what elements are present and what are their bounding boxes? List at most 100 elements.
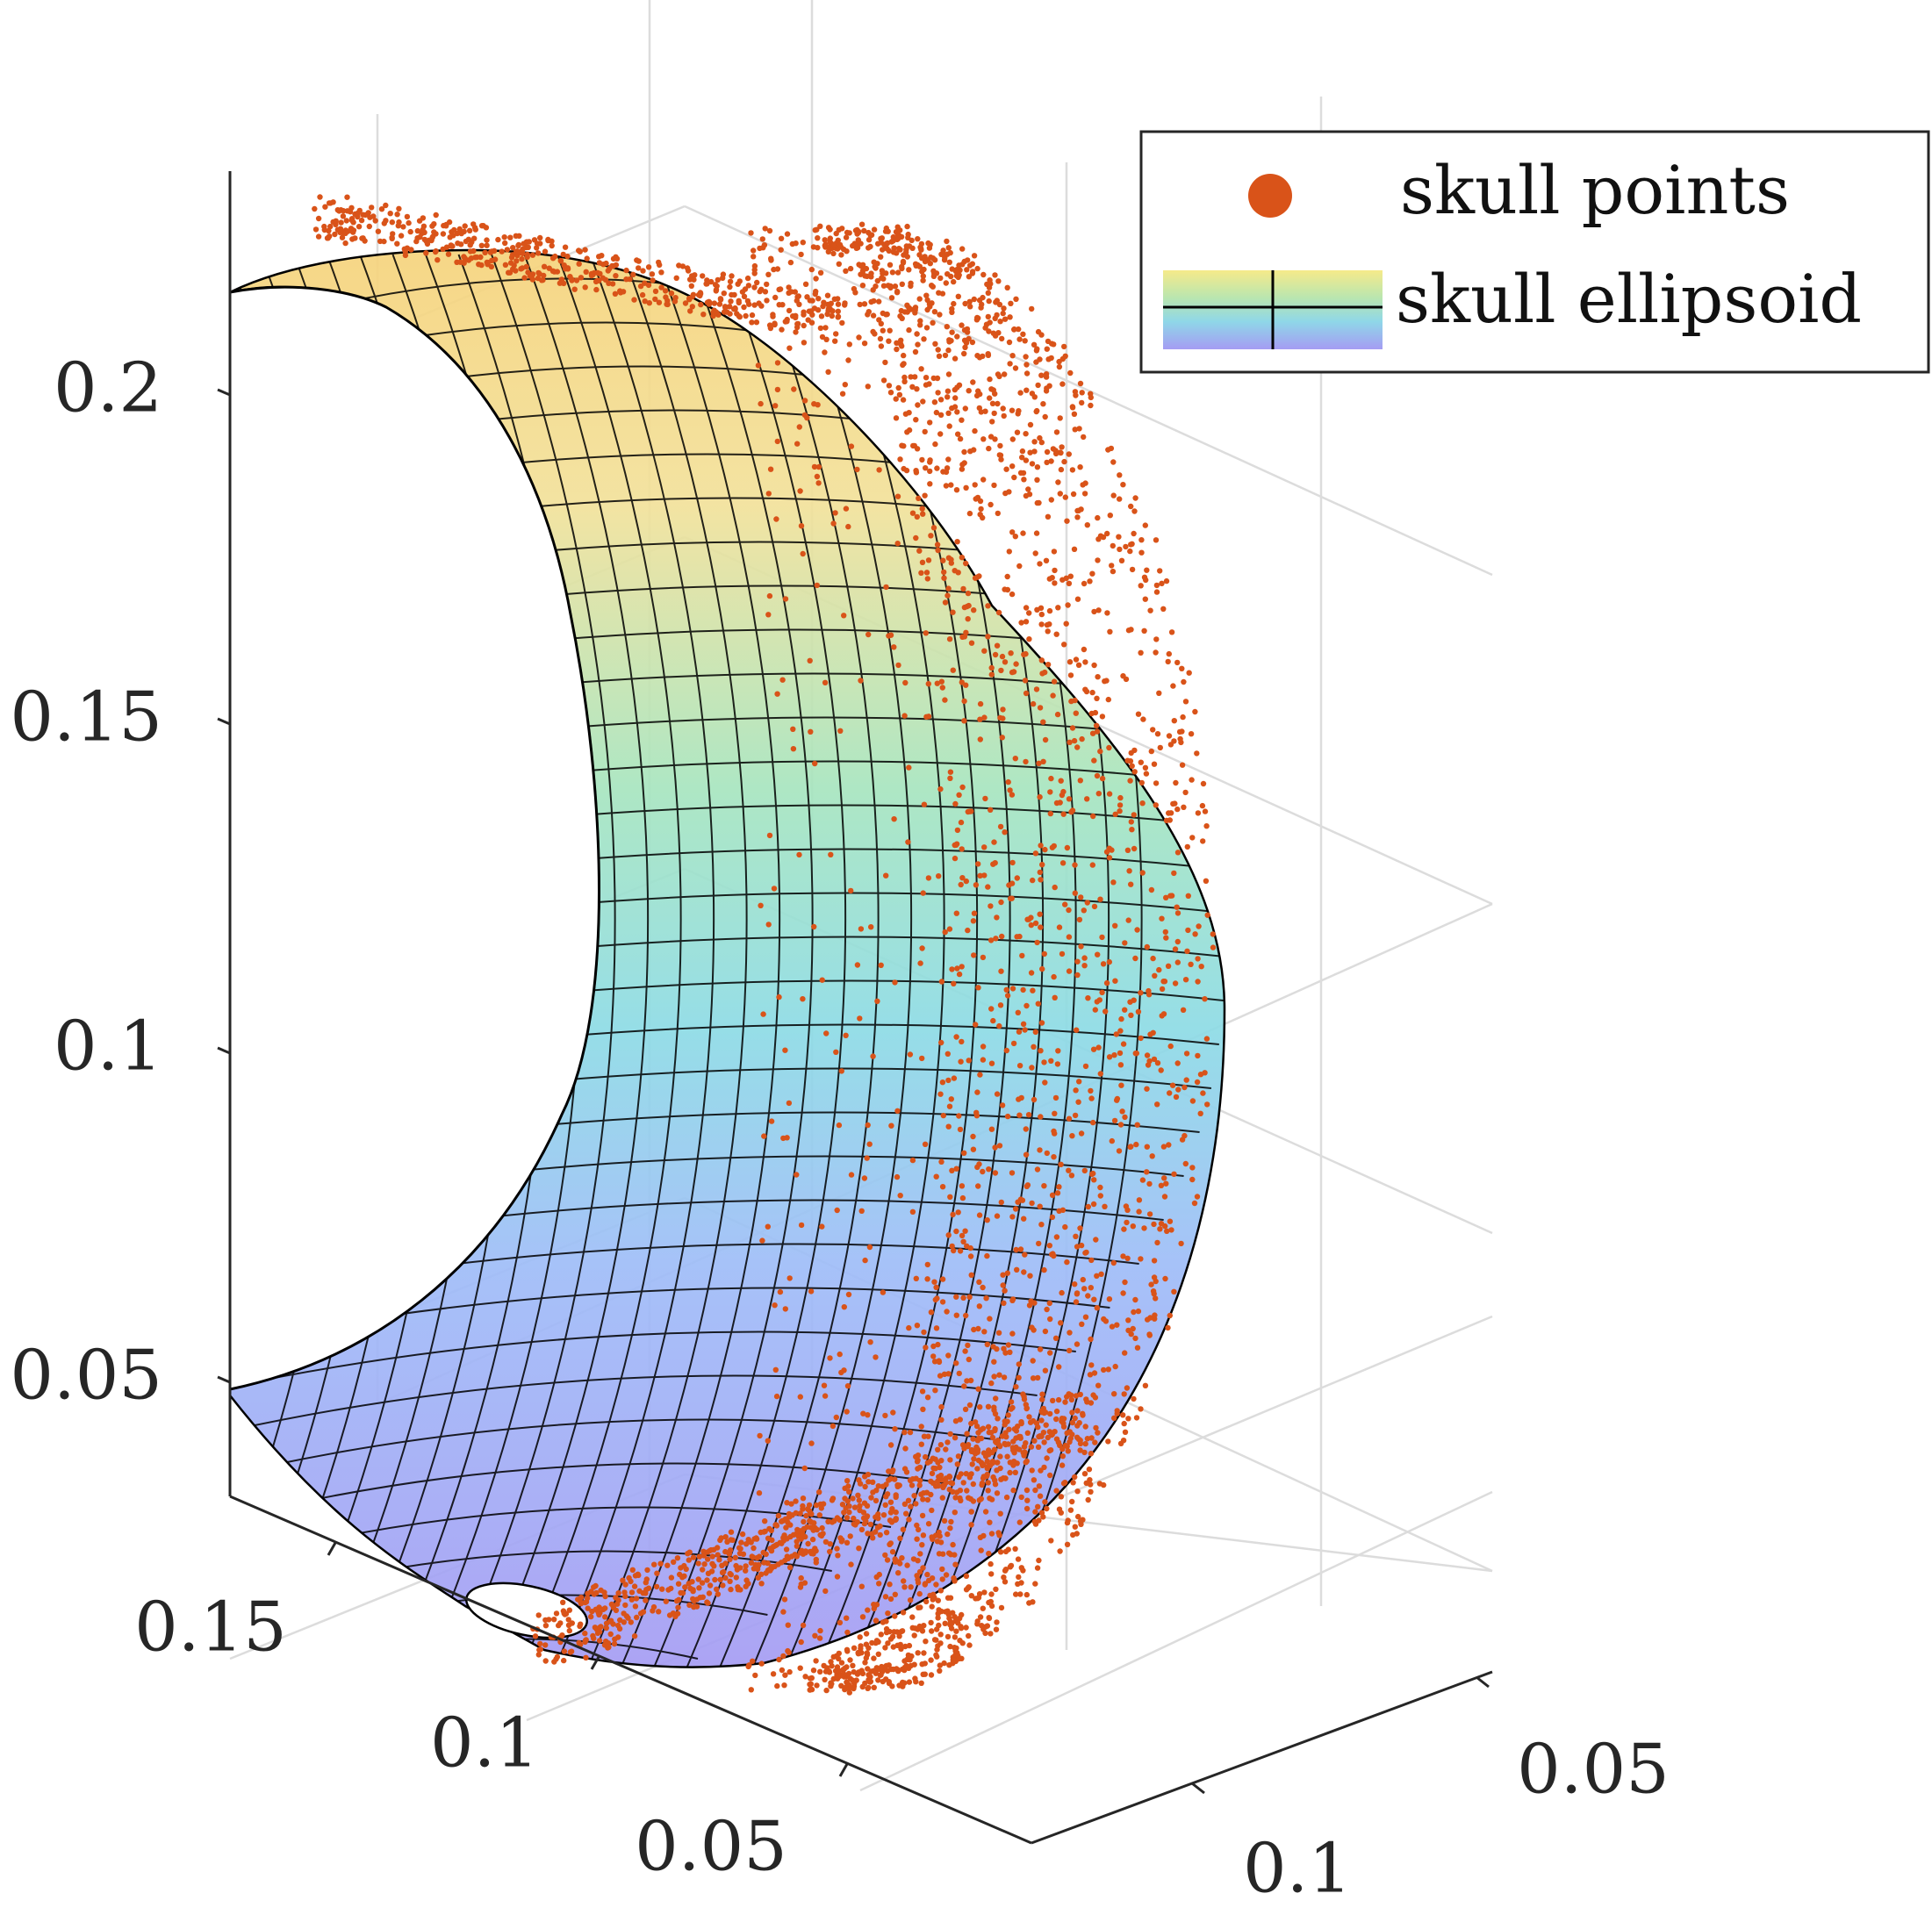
skull-point [1079,735,1085,742]
skull-point [966,1642,973,1648]
skull-point [744,275,751,282]
z-tick-label: 0.2 [54,349,162,428]
skull-point [961,718,967,724]
skull-point [772,1302,778,1309]
surface-mesh-line [587,254,748,1668]
skull-point [542,1623,549,1629]
skull-point [1210,944,1217,950]
skull-point [844,1539,851,1546]
skull-point [981,1329,988,1335]
skull-point [1194,750,1200,757]
skull-point [1044,621,1051,628]
skull-point [949,305,955,312]
skull-point [552,253,558,260]
skull-point [1085,995,1091,1001]
skull-point [1014,1266,1020,1273]
skull-point [923,1598,930,1605]
skull-point [1091,1296,1097,1302]
skull-point [360,212,366,218]
skull-point [1087,578,1093,585]
skull-point [1093,722,1100,728]
skull-point [671,1559,677,1566]
skull-point [1106,791,1113,797]
skull-point [1014,875,1021,881]
skull-point [966,510,973,517]
skull-point [1134,1345,1141,1351]
skull-point [743,1567,749,1574]
skull-point [1038,1222,1045,1228]
skull-point [887,390,894,396]
skull-point [1073,392,1079,398]
skull-point [798,1639,804,1646]
skull-point [898,343,905,349]
skull-point [906,1642,913,1649]
skull-point [462,255,468,262]
skull-point [909,1209,916,1216]
skull-point [822,1588,829,1595]
skull-point [950,667,957,673]
skull-point [1122,1350,1128,1356]
skull-point [1185,927,1191,934]
skull-point [1163,935,1169,941]
skull-point [995,400,1001,407]
skull-point [848,1561,854,1567]
skull-point [1039,671,1045,677]
skull-point [922,1671,929,1677]
skull-point [844,1478,851,1484]
skull-point [1066,580,1073,586]
skull-point [769,1537,775,1544]
skull-point [758,1660,765,1667]
skull-point [975,1595,982,1601]
skull-point [1159,580,1165,586]
skull-point [1053,1436,1060,1442]
skull-point [768,1527,774,1534]
skull-point [772,294,779,301]
skull-point [1057,491,1064,497]
skull-point [1088,1435,1095,1441]
skull-point [1029,391,1036,397]
skull-point [989,1434,996,1441]
skull-point [996,301,1003,308]
skull-point [909,1157,916,1164]
skull-point [1029,461,1036,467]
skull-point [978,506,984,513]
skull-point [879,1663,885,1670]
skull-point [946,339,952,345]
skull-point [851,1504,858,1510]
skull-point [1174,659,1181,666]
skull-point [865,384,871,390]
skull-point [1010,1438,1016,1445]
skull-point [1116,1148,1123,1154]
skull-point [928,1619,934,1626]
skull-point [1166,810,1172,816]
skull-point [1139,870,1146,876]
skull-point [825,225,832,231]
skull-point [1019,455,1025,461]
skull-point [882,1502,888,1509]
skull-point [901,1584,908,1590]
skull-point [1006,882,1012,888]
skull-point [749,319,755,326]
skull-point [839,391,846,397]
skull-point [551,269,557,275]
skull-point [327,223,334,230]
legend-marker-skull-points [1248,174,1292,218]
skull-point [778,247,784,253]
skull-point [1021,1394,1027,1400]
skull-point [445,251,452,257]
skull-point [980,1460,986,1467]
skull-point [1021,477,1027,483]
axis-ticks [217,388,1490,1795]
skull-point [1074,1408,1081,1414]
skull-point [754,1554,760,1561]
skull-point [920,511,926,517]
skull-point [1043,371,1050,377]
surface-mesh-line [230,1462,945,1519]
skull-point [1105,696,1112,703]
skull-point [855,1492,861,1499]
skull-point [907,1477,914,1484]
skull-point [896,391,903,398]
skull-point [521,275,528,281]
skull-point [659,1586,665,1592]
skull-point [821,1382,828,1388]
